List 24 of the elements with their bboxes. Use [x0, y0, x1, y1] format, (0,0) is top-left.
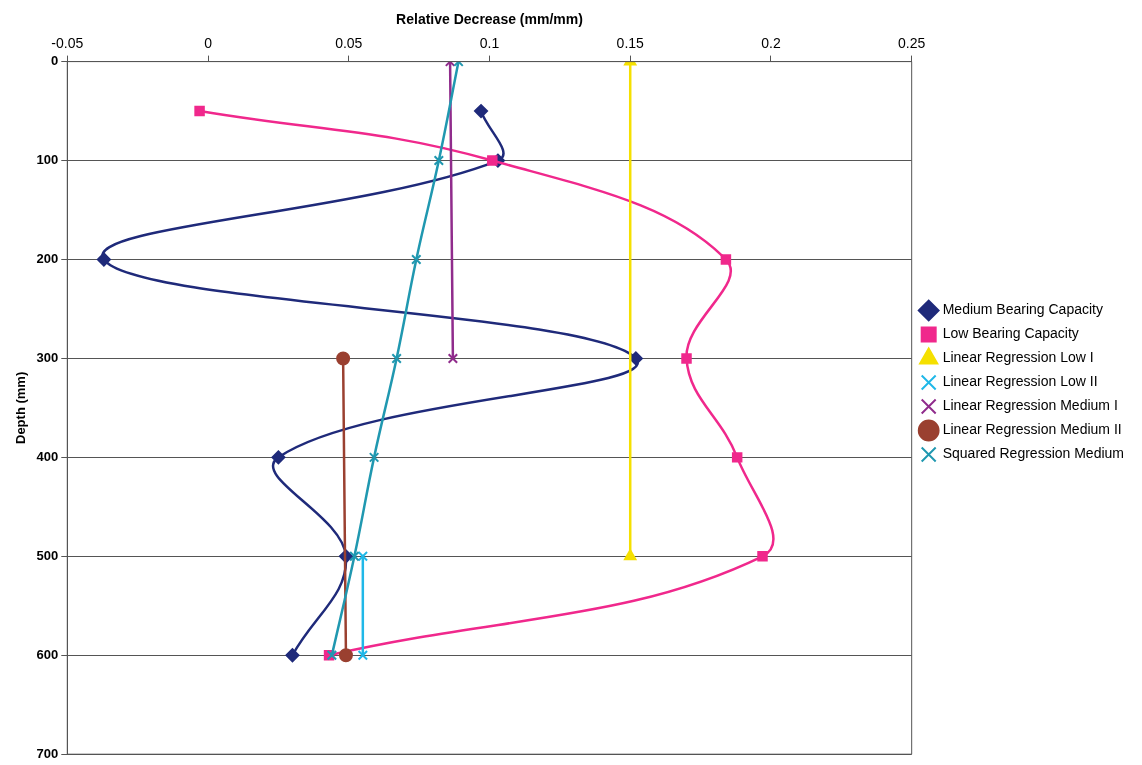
y-tick-label: 600: [36, 646, 59, 662]
x-tick-label: 0.25: [898, 35, 926, 52]
x-tick-label: 0.05: [335, 35, 363, 52]
y-tick-label: 0: [51, 53, 59, 69]
y-tick-label: 400: [36, 448, 59, 464]
y-tick-label: 500: [36, 547, 59, 563]
x-tick-label: 0.1: [479, 35, 500, 52]
x-tick-label: 0.15: [616, 35, 645, 52]
x-tick-label: -0.05: [51, 35, 84, 52]
y-tick-label: 300: [36, 350, 59, 366]
y-tick-label: 200: [36, 251, 59, 267]
y-tick-label: 700: [36, 745, 59, 761]
legend-label: Low Bearing Capacity: [942, 325, 1079, 342]
legend-label: Linear Regression Medium I: [942, 397, 1118, 414]
x-tick-label: 0.2: [761, 35, 781, 52]
x-tick-label: 0: [204, 35, 213, 52]
legend-label: Linear Regression Low II: [942, 373, 1098, 390]
y-tick-label: 100: [36, 152, 59, 168]
legend-label: Linear Regression Medium II: [942, 421, 1122, 438]
legend-label: Squared Regression Medium: [942, 445, 1125, 462]
x-axis-title: Relative Decrease (mm/mm): [396, 11, 583, 28]
legend-label: Medium Bearing Capacity: [942, 301, 1103, 318]
y-axis-title: Depth (mm): [13, 371, 29, 445]
legend-label: Linear Regression Low I: [942, 349, 1094, 366]
